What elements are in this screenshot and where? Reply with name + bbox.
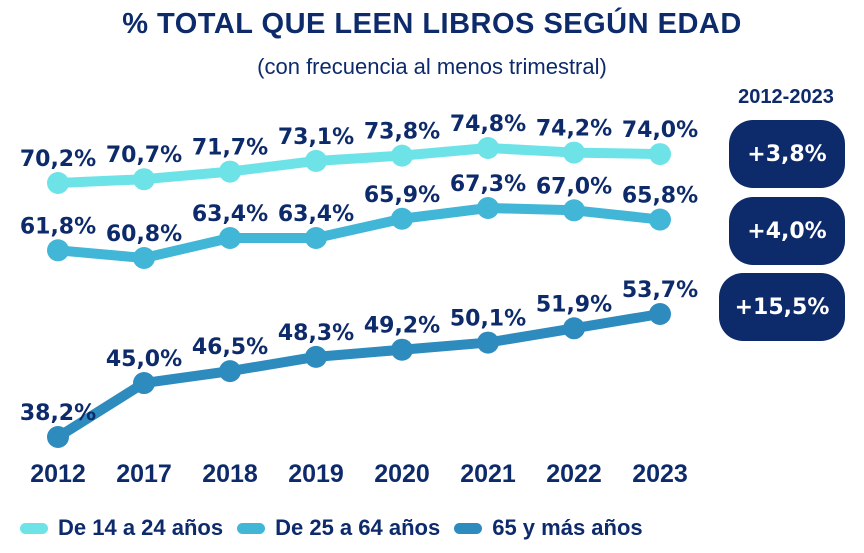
data-point — [219, 160, 241, 183]
legend-label: De 14 a 24 años — [58, 515, 224, 540]
data-label: 50,1% — [450, 307, 526, 332]
data-point — [477, 331, 499, 354]
data-label: 48,3% — [278, 321, 354, 346]
legend-item-14-24: De 14 a 24 años — [20, 515, 223, 541]
data-point — [649, 143, 671, 166]
x-tick-label: 2021 — [460, 460, 516, 488]
data-label: 63,4% — [278, 202, 354, 227]
data-point — [47, 426, 69, 448]
data-point — [47, 172, 69, 194]
x-tick-label: 2018 — [202, 460, 258, 488]
x-tick-label: 2017 — [116, 460, 172, 488]
series-line — [53, 203, 665, 263]
legend-swatch — [20, 522, 48, 534]
data-label: 45,0% — [106, 347, 182, 372]
data-label: 65,8% — [622, 184, 698, 209]
data-label: 51,9% — [536, 292, 612, 317]
data-label: 74,8% — [450, 112, 526, 137]
data-label: 65,9% — [364, 183, 440, 208]
data-label: 67,0% — [536, 174, 612, 199]
series-line — [53, 143, 665, 188]
change-badge-14-24: +3,8% — [729, 120, 845, 188]
data-point — [133, 247, 155, 269]
change-badge-65-plus: +15,5% — [719, 273, 845, 341]
data-point — [305, 149, 327, 172]
data-label: 70,7% — [106, 143, 182, 168]
legend-swatch — [454, 522, 483, 534]
chart-subtitle: (con frecuencia al menos trimestral) — [257, 54, 607, 79]
x-tick-label: 2023 — [632, 460, 688, 488]
legend-label: 65 y más años — [492, 515, 643, 540]
chart-title: % TOTAL QUE LEEN LIBROS SEGÚN EDAD — [122, 8, 742, 40]
x-tick-label: 2022 — [546, 460, 602, 488]
data-point — [47, 239, 69, 262]
data-label: 63,4% — [192, 202, 268, 227]
legend: De 14 a 24 años De 25 a 64 años 65 y más… — [20, 515, 657, 541]
data-point — [563, 141, 585, 164]
data-point — [649, 208, 671, 231]
change-badge-25-64: +4,0% — [729, 197, 845, 265]
data-label: 60,8% — [106, 222, 182, 247]
data-label: 71,7% — [192, 136, 268, 161]
data-point — [133, 372, 155, 395]
data-point — [219, 227, 241, 249]
legend-label: De 25 a 64 años — [275, 515, 441, 540]
data-label: 73,8% — [364, 120, 440, 145]
x-tick-label: 2012 — [30, 460, 86, 488]
data-label: 74,0% — [622, 118, 698, 143]
legend-item-65-plus: 65 y más años — [454, 515, 643, 541]
data-point — [133, 168, 155, 191]
series-1: 61,8% 60,8% 63,4% 63,4% 65,9% 67,3% 67,0% 65,8% — [20, 172, 698, 269]
x-tick-label: 2019 — [288, 460, 344, 488]
series-line — [53, 309, 665, 442]
data-label: 46,5% — [192, 335, 268, 360]
data-label: 73,1% — [278, 125, 354, 150]
x-tick-label: 2020 — [374, 460, 430, 488]
data-point — [391, 144, 413, 167]
data-label: 61,8% — [20, 214, 96, 239]
data-label: 38,2% — [20, 401, 96, 426]
data-point — [477, 197, 499, 219]
data-point — [563, 199, 585, 222]
data-label: 67,3% — [450, 172, 526, 197]
data-point — [219, 360, 241, 383]
data-label: 53,7% — [622, 278, 698, 303]
data-point — [391, 338, 413, 361]
legend-swatch — [237, 522, 266, 534]
data-point — [305, 227, 327, 249]
data-point — [305, 345, 327, 368]
series-2: 38,2% 45,0% 46,5% 48,3% 49,2% 50,1% 51,9% 53,7% — [20, 278, 698, 448]
data-label: 70,2% — [20, 147, 96, 172]
data-label: 49,2% — [364, 314, 440, 339]
data-label: 74,2% — [536, 117, 612, 142]
data-point — [563, 317, 585, 340]
series-0: 70,2% 70,7% 71,7% 73,1% 73,8% 74,8% 74,2% 74,0% — [20, 112, 698, 194]
data-point — [391, 207, 413, 230]
change-period-label: 2012-2023 — [738, 86, 834, 108]
data-point — [477, 137, 499, 159]
data-point — [649, 303, 671, 325]
legend-item-25-64: De 25 a 64 años — [237, 515, 440, 541]
